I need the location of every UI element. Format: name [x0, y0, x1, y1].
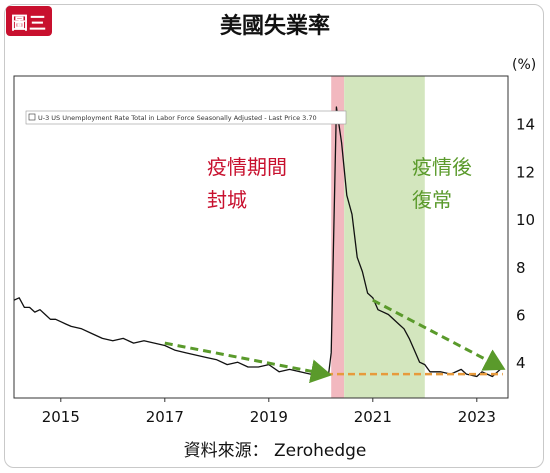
y-tick-label: 8 [516, 259, 526, 277]
annotation-lockdown-line1: 疫情期間 [207, 155, 287, 179]
x-tick-label: 2015 [42, 408, 80, 426]
x-tick-label: 2019 [250, 408, 288, 426]
shade-lockdown [331, 76, 345, 398]
source-credit: 資料來源： Zerohedge [183, 441, 367, 461]
figure-badge: 圖三 [6, 6, 52, 36]
legend: U-3 US Unemployment Rate Total in Labor … [25, 110, 347, 125]
chart-title: 美國失業率 [219, 14, 330, 39]
y-tick-label: 10 [516, 211, 535, 229]
series-line-0 [13, 106, 501, 378]
legend-swatch [28, 113, 36, 121]
annotation-recovery-line2: 復常 [412, 188, 452, 212]
y-tick-label: 14 [516, 116, 535, 134]
y-tick-label: 12 [516, 163, 535, 181]
trend-arrow-0 [164, 341, 332, 384]
legend-text: U-3 US Unemployment Rate Total in Labor … [38, 114, 317, 122]
y-axis-unit: (%) [512, 57, 536, 73]
annotation-recovery: 疫情後 復常 [412, 155, 472, 212]
annotation-lockdown-line2: 封城 [207, 188, 247, 212]
plot-border [13, 75, 509, 399]
legend-box [25, 110, 347, 125]
shade-recovery [344, 76, 425, 398]
trend-arrow-1 [372, 298, 506, 371]
x-tick-label: 2021 [354, 408, 392, 426]
y-tick-label: 4 [516, 354, 526, 372]
annotation-recovery-line1: 疫情後 [412, 155, 472, 179]
y-tick-label: 6 [516, 307, 526, 325]
x-tick-label: 2017 [146, 408, 184, 426]
x-tick-label: 2023 [458, 408, 496, 426]
annotation-lockdown: 疫情期間 封城 [207, 155, 287, 212]
chart-frame [4, 4, 544, 468]
